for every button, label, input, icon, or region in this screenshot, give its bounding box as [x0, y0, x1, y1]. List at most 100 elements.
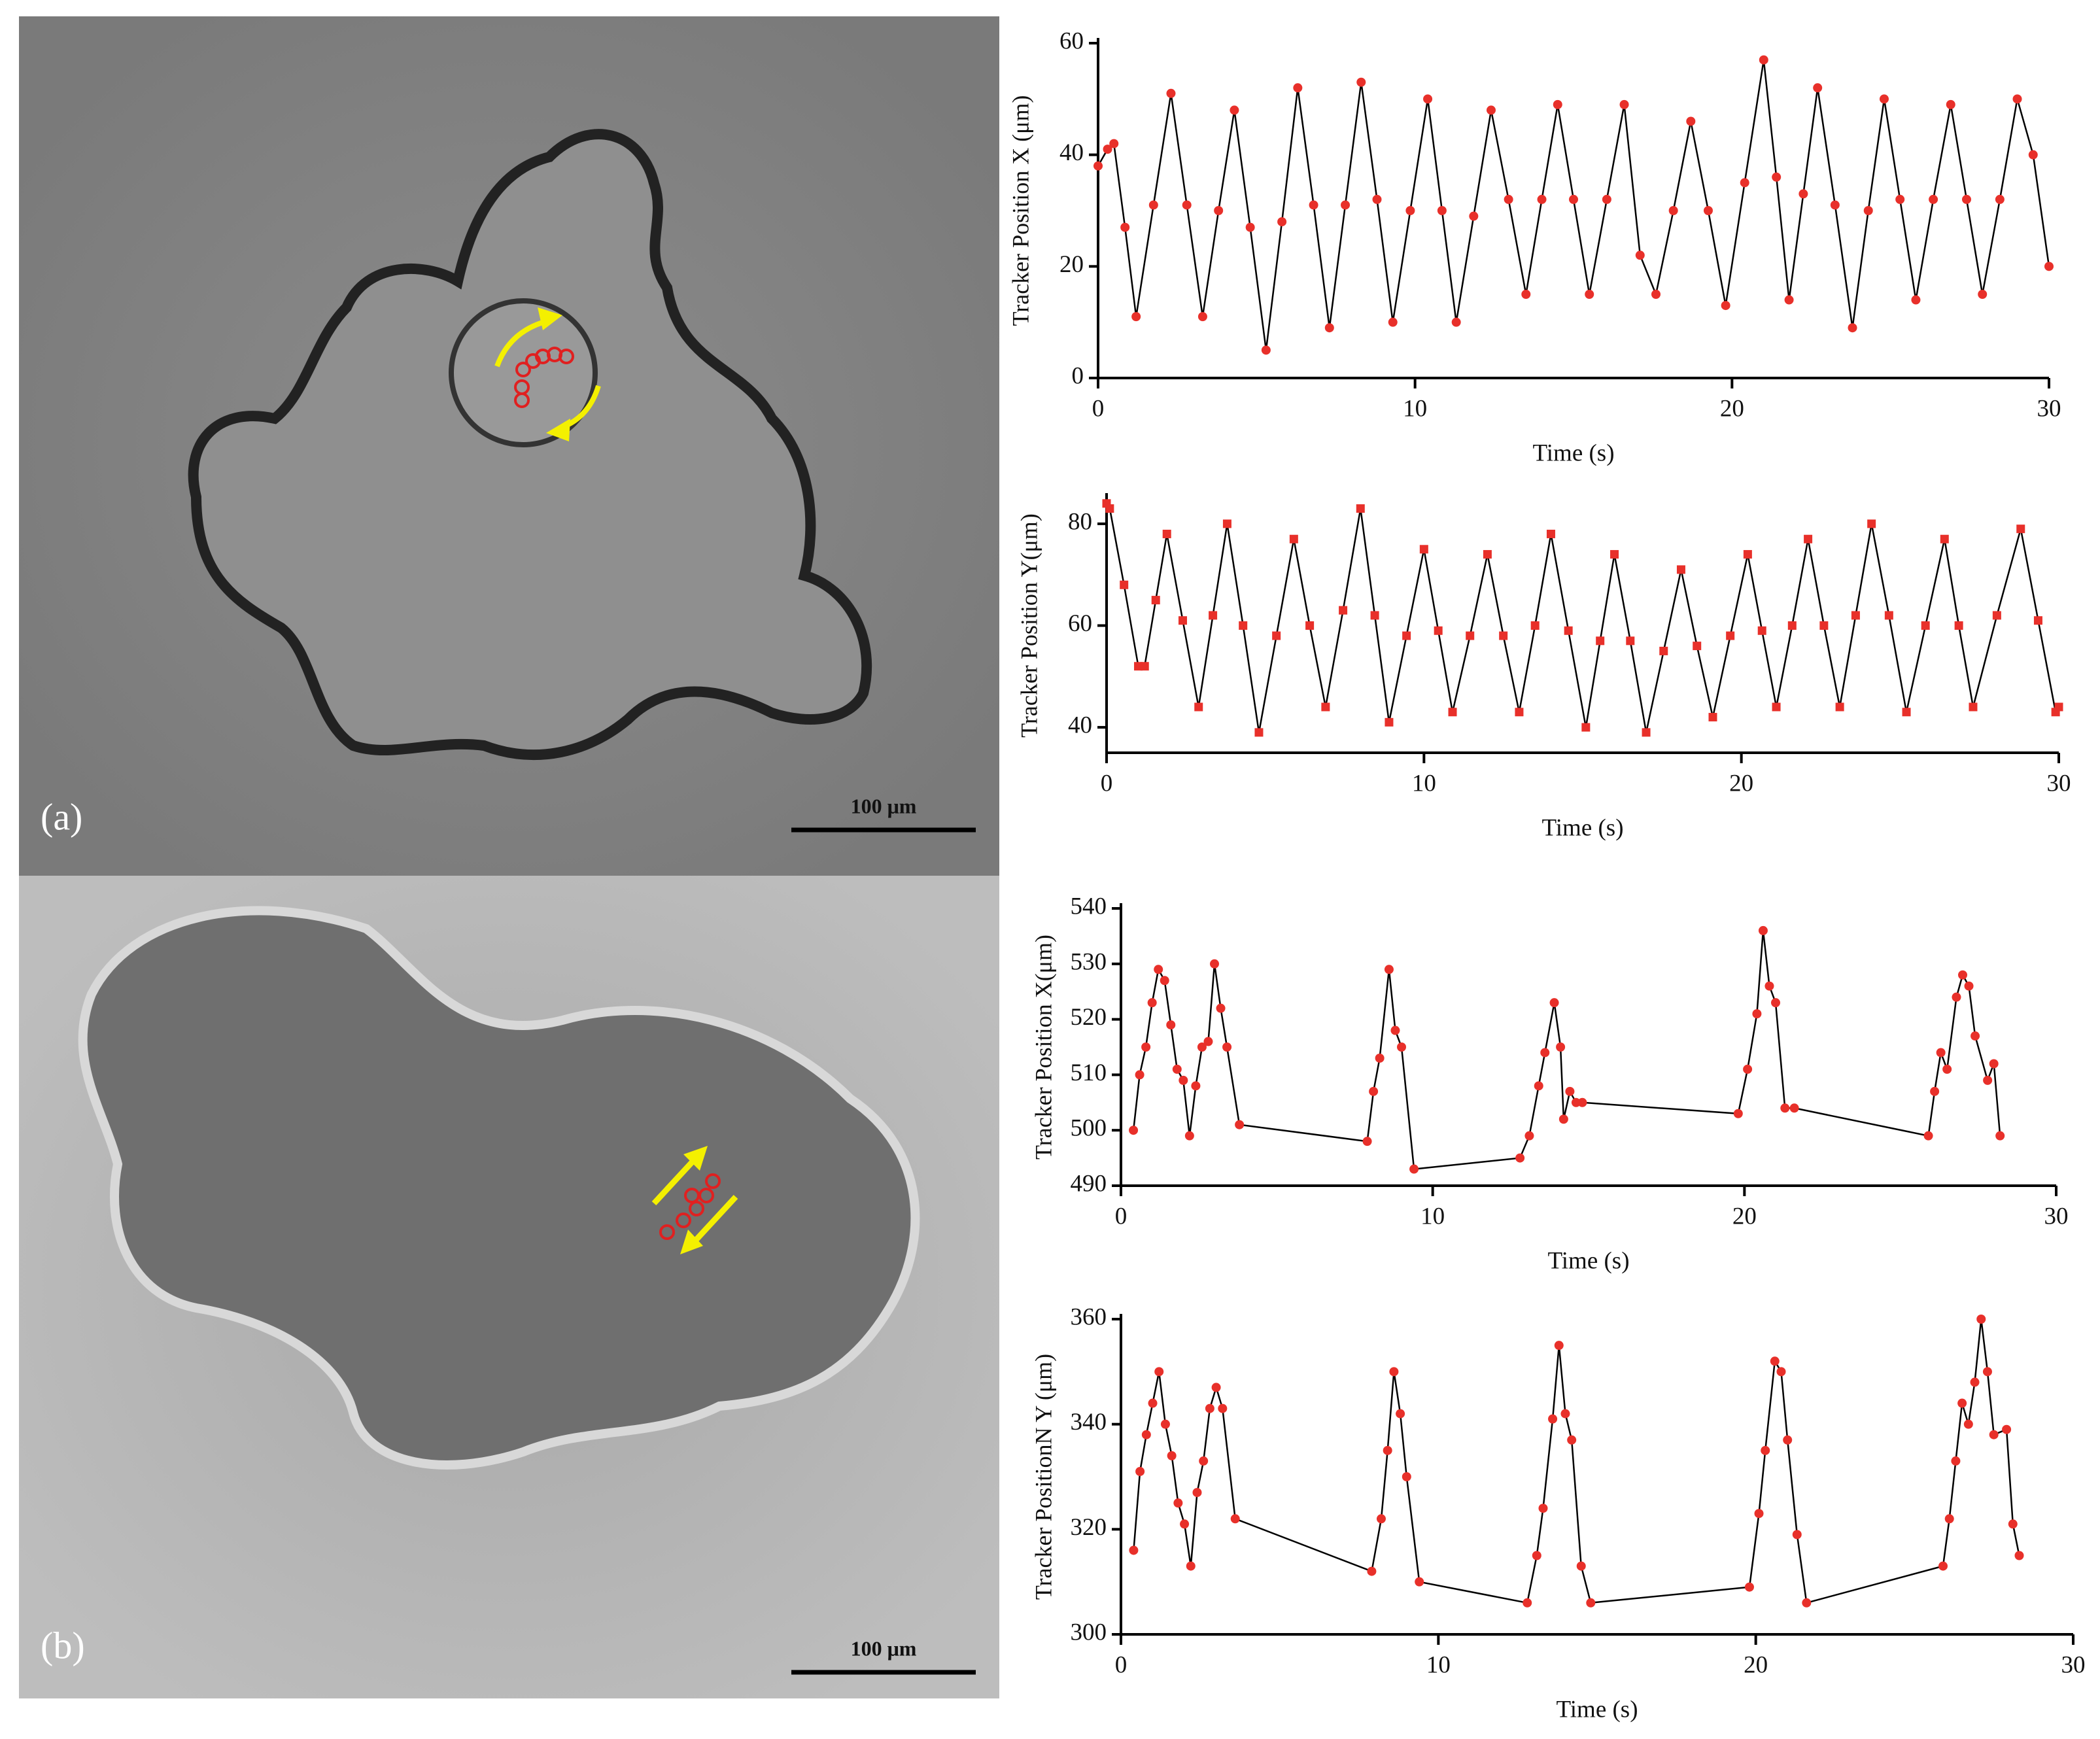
data-point: [1619, 99, 1629, 109]
data-point: [1532, 1551, 1541, 1560]
data-point: [1758, 925, 1768, 935]
data-point: [1194, 702, 1203, 712]
data-point: [1192, 1488, 1202, 1498]
y-tick-label: 340: [1071, 1409, 1107, 1436]
data-point: [1556, 1042, 1566, 1052]
x-tick-label: 30: [2037, 395, 2061, 422]
data-point: [1586, 1598, 1596, 1608]
data-point: [1109, 139, 1119, 148]
data-point: [1804, 534, 1813, 543]
y-axis-title: Tracker Position X(μm): [1030, 935, 1056, 1160]
data-line: [1097, 60, 2050, 351]
data-point: [1466, 631, 1475, 640]
data-point: [1356, 77, 1366, 87]
data-point: [1341, 200, 1351, 210]
data-point: [1180, 1519, 1190, 1529]
y-tick-label: 40: [1068, 712, 1092, 739]
data-point: [1772, 702, 1781, 712]
data-point: [1776, 1367, 1786, 1377]
data-point: [1792, 1530, 1802, 1540]
y-tick-label: 540: [1071, 893, 1107, 920]
data-point: [1483, 550, 1492, 559]
scale-bar-label: 100 μm: [851, 794, 917, 818]
data-point: [1524, 1131, 1534, 1141]
x-tick-label: 30: [2044, 1203, 2069, 1230]
data-point: [1179, 1075, 1188, 1085]
panel-label: (b): [41, 1624, 85, 1666]
data-point: [2008, 1519, 2018, 1529]
data-point: [1209, 611, 1218, 620]
data-point: [1558, 1114, 1568, 1124]
data-point: [1626, 636, 1635, 646]
data-point: [1787, 621, 1797, 630]
data-point: [1402, 631, 1411, 640]
x-tick-label: 20: [1732, 1203, 1757, 1230]
data-point: [1415, 1577, 1424, 1587]
data-point: [1245, 222, 1255, 232]
data-point: [1230, 105, 1239, 115]
data-point: [1272, 631, 1281, 640]
x-axis-title: Time (s): [1556, 1696, 1638, 1723]
data-point: [2028, 150, 2038, 160]
data-point: [1771, 998, 1780, 1008]
y-tick-label: 20: [1059, 251, 1084, 278]
data-point: [1154, 965, 1163, 974]
panel-a: 100 μm (a): [19, 16, 999, 876]
data-point: [1642, 728, 1651, 737]
y-tick-label: 510: [1071, 1059, 1107, 1086]
data-point: [1553, 99, 1562, 109]
data-point: [1940, 534, 1949, 543]
x-tick-label: 30: [2047, 770, 2071, 797]
data-point: [1964, 981, 1974, 991]
data-point: [1983, 1075, 1993, 1085]
data-line: [1132, 930, 2001, 1170]
data-point: [1549, 998, 1559, 1008]
data-point: [1222, 1042, 1232, 1052]
x-tick-label: 10: [1420, 1203, 1445, 1230]
data-point: [1293, 83, 1303, 93]
x-tick-label: 0: [1115, 1651, 1127, 1678]
data-point: [1199, 1456, 1209, 1466]
x-tick-label: 20: [1744, 1651, 1768, 1678]
data-point: [1802, 1598, 1812, 1608]
data-point: [1693, 642, 1702, 651]
x-tick-label: 30: [2061, 1651, 2086, 1678]
chart: 490 500 510 520 530 540 0 10 20 30 Time (s) Tracker…: [1030, 893, 2068, 1274]
arrow: [651, 1158, 696, 1206]
data-point: [1375, 1053, 1385, 1063]
data-point: [1958, 970, 1967, 980]
x-tick-label: 10: [1426, 1651, 1451, 1678]
data-point: [1989, 1059, 1999, 1069]
y-axis-title: Tracker PositionN Y (μm): [1030, 1354, 1056, 1600]
track-markers: [514, 347, 574, 408]
data-point: [1197, 1042, 1207, 1052]
panel-label: (a): [41, 795, 82, 838]
data-point: [1721, 301, 1730, 311]
data-point: [1708, 713, 1717, 722]
data-point: [1448, 708, 1457, 717]
x-tick-label: 20: [1720, 395, 1744, 422]
data-point: [1515, 708, 1524, 717]
data-point: [1610, 550, 1619, 559]
data-point: [1135, 1070, 1145, 1080]
data-point: [1895, 194, 1905, 204]
data-point: [1147, 998, 1157, 1008]
data-point: [1848, 323, 1857, 333]
data-point: [1548, 1414, 1558, 1424]
data-point: [1789, 1103, 1799, 1113]
chart: 0 20 40 60 0 10 20 30 Time (s) Tracker Position X…: [1007, 27, 2061, 466]
data-point: [1546, 529, 1555, 538]
data-point: [1186, 1561, 1196, 1571]
x-axis-title: Time (s): [1532, 439, 1614, 466]
data-point: [1277, 217, 1287, 227]
data-point: [1783, 1435, 1793, 1445]
data-point: [1160, 1419, 1170, 1429]
data-point: [1540, 1048, 1550, 1058]
data-point: [2044, 262, 2054, 271]
data-point: [1214, 206, 1224, 215]
data-point: [1668, 206, 1678, 215]
data-point: [1884, 611, 1893, 620]
x-tick-label: 0: [1101, 770, 1113, 797]
arrow-head: [680, 1230, 703, 1254]
